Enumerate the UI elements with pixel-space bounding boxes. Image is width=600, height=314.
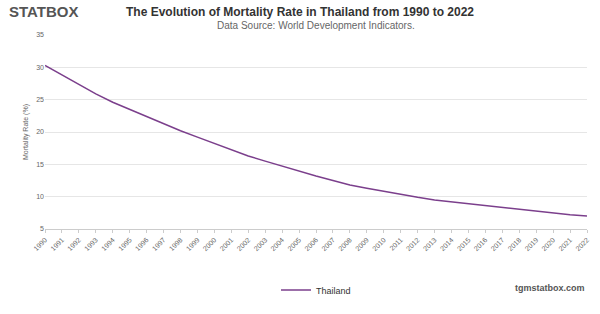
svg-text:2008: 2008 (337, 236, 353, 252)
svg-text:5: 5 (40, 225, 44, 232)
svg-text:2003: 2003 (252, 236, 268, 252)
svg-text:2012: 2012 (405, 236, 421, 252)
svg-text:1992: 1992 (66, 236, 82, 252)
svg-text:2015: 2015 (456, 236, 472, 252)
svg-text:2010: 2010 (371, 236, 387, 252)
svg-text:2009: 2009 (354, 236, 370, 252)
svg-text:2018: 2018 (506, 236, 522, 252)
svg-text:2011: 2011 (388, 236, 404, 252)
svg-text:1990: 1990 (32, 236, 48, 252)
svg-text:2000: 2000 (202, 236, 218, 252)
svg-text:Mortality Rate (%): Mortality Rate (%) (22, 104, 30, 160)
svg-text:35: 35 (36, 31, 44, 38)
svg-text:1994: 1994 (100, 236, 116, 252)
svg-text:1999: 1999 (185, 236, 201, 252)
svg-text:2022: 2022 (574, 236, 590, 252)
svg-text:STATBOX: STATBOX (9, 3, 78, 20)
svg-text:2017: 2017 (490, 236, 506, 252)
svg-text:Thailand: Thailand (316, 286, 351, 296)
svg-text:2006: 2006 (303, 236, 319, 252)
svg-text:1996: 1996 (134, 236, 150, 252)
svg-text:2005: 2005 (286, 236, 302, 252)
svg-text:20: 20 (36, 128, 44, 135)
svg-text:1995: 1995 (117, 236, 133, 252)
svg-text:1993: 1993 (83, 236, 99, 252)
svg-text:tgmstatbox.com: tgmstatbox.com (515, 283, 585, 293)
svg-text:15: 15 (36, 161, 44, 168)
svg-text:1998: 1998 (168, 236, 184, 252)
svg-text:2007: 2007 (320, 236, 336, 252)
svg-text:25: 25 (36, 96, 44, 103)
svg-text:2016: 2016 (473, 236, 489, 252)
svg-text:2001: 2001 (219, 236, 235, 252)
svg-text:Data Source: World Development: Data Source: World Development Indicator… (217, 20, 415, 31)
svg-text:30: 30 (36, 64, 44, 71)
svg-text:1997: 1997 (151, 236, 167, 252)
svg-text:2019: 2019 (523, 236, 539, 252)
svg-text:2020: 2020 (540, 236, 556, 252)
svg-text:2021: 2021 (557, 236, 573, 252)
svg-text:2014: 2014 (439, 236, 455, 252)
svg-text:2004: 2004 (269, 236, 285, 252)
svg-text:2013: 2013 (422, 236, 438, 252)
svg-text:2002: 2002 (235, 236, 251, 252)
svg-text:10: 10 (36, 193, 44, 200)
svg-text:The Evolution of Mortality Rat: The Evolution of Mortality Rate in Thail… (126, 5, 474, 19)
svg-text:1991: 1991 (49, 236, 65, 252)
